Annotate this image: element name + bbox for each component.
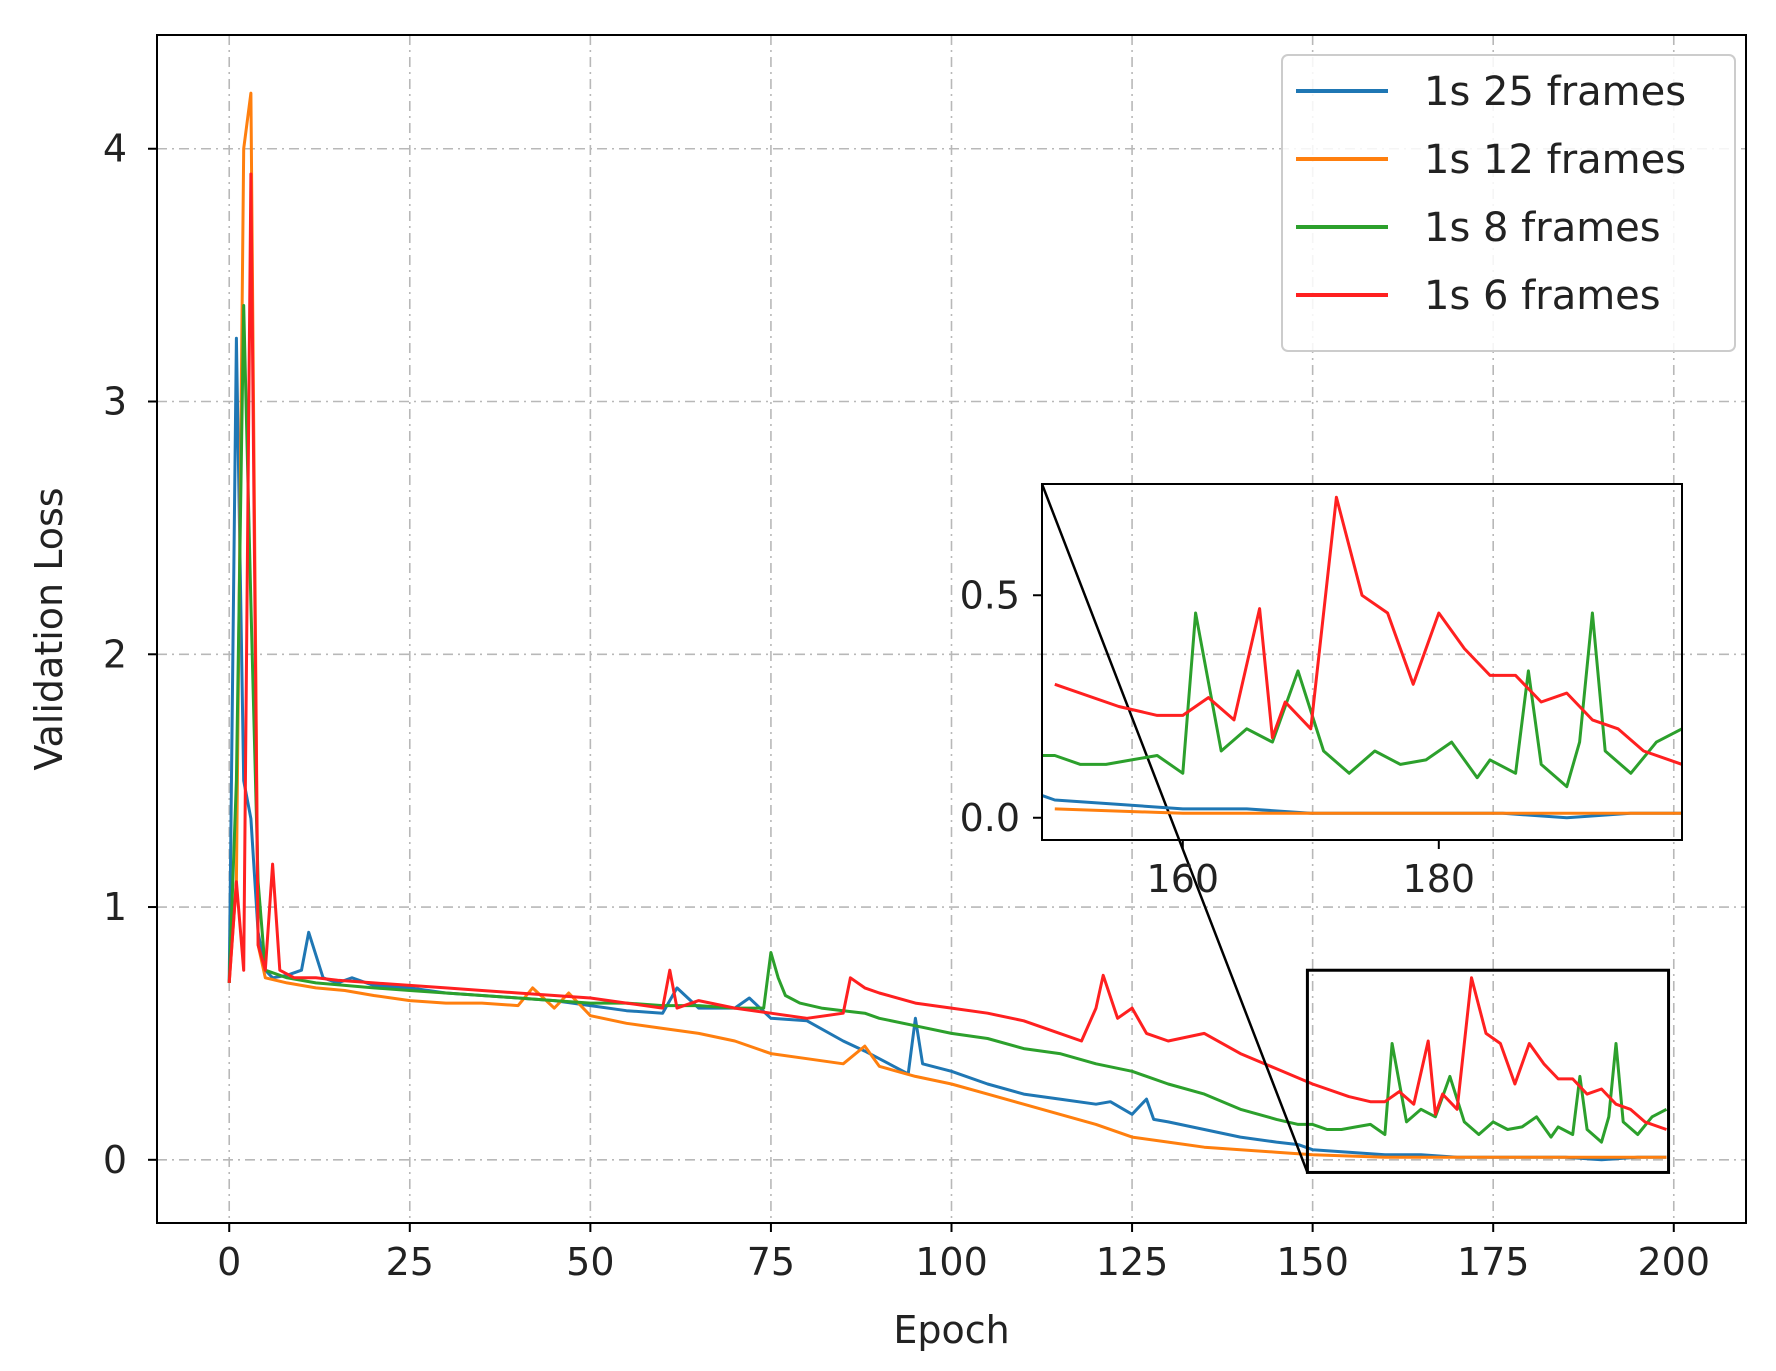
- x-tick-label: 150: [1276, 1240, 1349, 1284]
- inset-y-tick-label: 0.0: [960, 796, 1020, 840]
- legend-label: 1s 12 frames: [1424, 137, 1686, 183]
- y-axis-label: Validation Loss: [27, 487, 71, 770]
- y-tick-label: 0: [103, 1138, 127, 1182]
- inset-plot: 160 180 0.0 0.5: [960, 483, 1683, 901]
- legend-label: 1s 8 frames: [1424, 205, 1661, 251]
- main-axis-ticks: 0 25 50 75 100 125 150 175 200 0 1 2 3 4: [103, 127, 1710, 1284]
- x-tick-label: 100: [915, 1240, 988, 1284]
- x-tick-label: 0: [217, 1240, 241, 1284]
- legend-label: 1s 6 frames: [1424, 273, 1661, 319]
- y-tick-label: 3: [103, 380, 127, 424]
- y-tick-label: 4: [103, 127, 127, 171]
- series-line-0: [227, 336, 1667, 1162]
- x-tick-label: 25: [386, 1240, 434, 1284]
- inset-y-tick-label: 0.5: [960, 573, 1020, 617]
- inset-axis-ticks: 160 180 0.0 0.5: [960, 573, 1476, 901]
- x-tick-label: 50: [566, 1240, 614, 1284]
- inset-series-line-2: [1042, 611, 1682, 789]
- legend-label: 1s 25 frames: [1424, 69, 1686, 115]
- inset-x-tick-label: 180: [1403, 857, 1476, 901]
- inset-frame: [1041, 483, 1683, 841]
- x-tick-label: 75: [747, 1240, 795, 1284]
- x-tick-label: 175: [1457, 1240, 1530, 1284]
- series-line-3: [227, 172, 1667, 1131]
- main-plot-lines: [227, 91, 1668, 1162]
- inset-series-line-1: [1054, 807, 1682, 815]
- x-tick-label: 200: [1638, 1240, 1711, 1284]
- x-axis-label: Epoch: [893, 1308, 1009, 1352]
- series-line-1: [227, 91, 1667, 1159]
- inset-background: [1042, 484, 1682, 840]
- zoom-rectangle: [1305, 968, 1671, 1174]
- series-line-2: [227, 304, 1668, 1144]
- inset-plot-lines: [1042, 495, 1682, 820]
- legend-box: [1281, 54, 1736, 352]
- y-tick-label: 1: [103, 885, 127, 929]
- zoom-connector-line: [1040, 483, 1309, 1173]
- inset-x-tick-label: 160: [1147, 857, 1220, 901]
- x-tick-label: 125: [1096, 1240, 1169, 1284]
- zoom-region-box: [1040, 483, 1671, 1174]
- inset-series-line-3: [1054, 495, 1682, 766]
- y-tick-label: 2: [103, 632, 127, 676]
- legend: 1s 25 frames 1s 12 frames 1s 8 frames 1s 6 …: [1281, 54, 1736, 352]
